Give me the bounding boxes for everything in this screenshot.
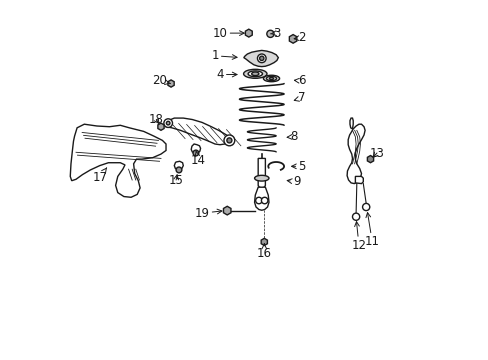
Text: 12: 12 [351, 222, 366, 252]
Polygon shape [164, 118, 230, 145]
Ellipse shape [269, 77, 273, 80]
Circle shape [193, 150, 199, 156]
Text: 2: 2 [294, 31, 305, 44]
Polygon shape [346, 124, 365, 184]
Text: 7: 7 [294, 91, 305, 104]
Text: 6: 6 [294, 75, 305, 87]
Circle shape [266, 30, 273, 37]
Polygon shape [191, 144, 200, 153]
Text: 10: 10 [212, 27, 244, 40]
Ellipse shape [243, 69, 266, 78]
Polygon shape [167, 80, 174, 87]
Text: 11: 11 [364, 213, 379, 248]
Circle shape [166, 121, 170, 125]
Circle shape [176, 167, 182, 173]
Circle shape [255, 197, 262, 204]
Circle shape [261, 197, 267, 204]
Polygon shape [261, 238, 267, 246]
Polygon shape [223, 206, 230, 215]
Text: 1: 1 [211, 49, 237, 62]
Polygon shape [349, 118, 352, 129]
Text: 17: 17 [92, 168, 107, 184]
Circle shape [226, 138, 231, 143]
Polygon shape [174, 161, 183, 170]
Circle shape [163, 119, 172, 127]
Polygon shape [70, 124, 166, 197]
Ellipse shape [247, 71, 262, 77]
Polygon shape [258, 158, 265, 188]
Text: 16: 16 [256, 244, 271, 260]
Text: 18: 18 [148, 113, 163, 126]
Polygon shape [289, 35, 296, 43]
Text: 13: 13 [369, 147, 384, 159]
Circle shape [259, 56, 264, 60]
Circle shape [352, 213, 359, 220]
Text: 8: 8 [286, 130, 297, 143]
Text: 14: 14 [190, 151, 205, 167]
Text: 20: 20 [152, 75, 170, 87]
Ellipse shape [266, 76, 276, 81]
Text: 3: 3 [270, 27, 280, 40]
Circle shape [362, 203, 369, 211]
Text: 9: 9 [286, 175, 300, 188]
Polygon shape [355, 176, 363, 184]
Text: 15: 15 [168, 174, 183, 186]
Ellipse shape [263, 75, 279, 82]
Polygon shape [158, 123, 164, 130]
Ellipse shape [251, 72, 258, 76]
Text: 19: 19 [194, 207, 222, 220]
Circle shape [257, 54, 265, 63]
Text: 4: 4 [216, 68, 237, 81]
Polygon shape [366, 156, 373, 163]
Circle shape [224, 135, 234, 146]
Polygon shape [245, 29, 252, 37]
Polygon shape [254, 187, 268, 210]
Ellipse shape [254, 175, 268, 181]
Polygon shape [244, 50, 278, 67]
Text: 5: 5 [291, 160, 305, 173]
